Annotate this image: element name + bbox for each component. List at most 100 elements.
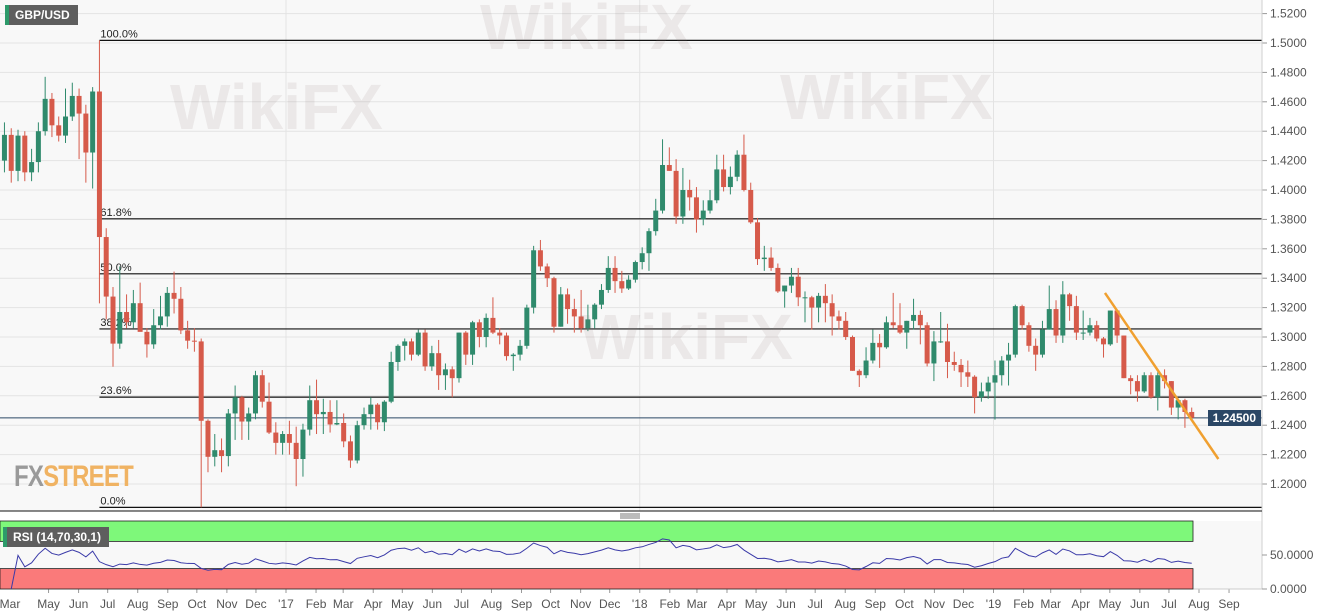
candle — [266, 382, 272, 435]
candle-body — [632, 262, 638, 280]
x-tick-label: May — [1098, 597, 1121, 611]
candle-body — [42, 98, 48, 132]
candle-body — [531, 250, 537, 308]
candle-body — [883, 322, 889, 348]
candle-body — [96, 91, 102, 238]
candle-body — [409, 341, 415, 355]
candle — [965, 360, 971, 387]
candle — [714, 154, 720, 204]
candle — [558, 287, 564, 327]
candle-body — [422, 332, 428, 367]
x-tick-label: Nov — [570, 597, 591, 611]
candle-body — [1, 134, 7, 161]
y-tick-label: 1.2600 — [1270, 389, 1307, 403]
y-tick-label: 1.3600 — [1270, 242, 1307, 256]
candle-body — [985, 382, 991, 392]
candle-body — [1189, 411, 1195, 418]
candle — [76, 88, 82, 160]
x-tick-label: Aug — [1188, 597, 1209, 611]
candle — [924, 322, 930, 367]
rsi-line — [10, 538, 1192, 590]
candle-body — [578, 316, 584, 329]
candle — [544, 263, 550, 288]
candle — [972, 375, 978, 414]
x-tick-label: Nov — [216, 597, 237, 611]
candle — [1039, 320, 1045, 358]
candle — [537, 239, 543, 271]
x-tick-label: Jul — [1161, 597, 1176, 611]
candle — [612, 256, 618, 293]
candle — [503, 332, 509, 361]
candle — [1067, 292, 1073, 321]
rsi-oversold-zone — [0, 568, 1194, 590]
price-pane-bg — [0, 0, 1262, 511]
candle-body — [734, 154, 740, 177]
candle-body — [1012, 306, 1018, 355]
candle-body — [585, 319, 591, 329]
candle — [361, 407, 367, 430]
fib-level-label: 23.6% — [100, 385, 131, 397]
rsi-indicator-label[interactable]: RSI (14,70,30,1) — [3, 527, 110, 547]
candle — [1053, 300, 1059, 343]
candle-body — [972, 376, 978, 398]
x-tick-label: Aug — [127, 597, 148, 611]
candle-body — [1121, 335, 1127, 379]
candle — [110, 287, 116, 367]
candle — [578, 289, 584, 333]
candle — [510, 353, 516, 371]
candle-body — [870, 342, 876, 361]
candle — [96, 40, 102, 304]
candle — [836, 310, 842, 330]
candle-body — [354, 425, 360, 461]
x-tick-label: Oct — [895, 597, 914, 611]
candle — [395, 344, 401, 371]
candle-body — [673, 170, 679, 217]
candle — [42, 76, 48, 136]
candle — [856, 369, 862, 387]
candle-body — [571, 309, 577, 317]
candle-body — [442, 369, 448, 376]
candle-body — [137, 303, 143, 332]
candle-body — [809, 297, 815, 308]
candle-body — [836, 316, 842, 321]
candle-body — [239, 397, 245, 422]
candle — [151, 309, 157, 349]
x-tick-label: Apr — [718, 597, 737, 611]
x-tick-label: Jun — [1130, 597, 1149, 611]
candle-body — [1067, 294, 1073, 307]
candle-body — [171, 292, 177, 299]
rsi-overbought-zone — [0, 520, 1194, 542]
candle — [56, 116, 62, 142]
candle — [978, 382, 984, 402]
candle-body — [721, 169, 727, 188]
y-tick-label: 1.3000 — [1270, 330, 1307, 344]
candle-body — [83, 113, 89, 153]
candle — [653, 198, 659, 236]
candle — [300, 423, 306, 477]
candle — [83, 104, 89, 183]
candle-body — [185, 330, 191, 341]
x-tick-label: May — [745, 597, 768, 611]
candle — [1019, 304, 1025, 330]
candle — [402, 338, 408, 361]
pane-resize-handle[interactable] — [620, 513, 640, 519]
y-tick-label: 1.4600 — [1270, 95, 1307, 109]
candle-body — [1073, 306, 1079, 333]
candle — [626, 275, 632, 290]
candle-body — [76, 95, 82, 114]
candle — [565, 288, 571, 324]
candle-body — [347, 441, 353, 461]
candle — [951, 351, 957, 371]
candle-body — [958, 364, 964, 373]
candle-body — [1155, 375, 1161, 398]
candle-body — [802, 297, 808, 299]
candle-body — [56, 125, 62, 136]
candle — [1094, 320, 1100, 342]
candle — [517, 339, 523, 361]
candle — [8, 128, 14, 183]
candle-body — [429, 353, 435, 367]
candle — [1155, 372, 1161, 411]
x-tick-label: Mar — [0, 597, 20, 611]
candle — [877, 334, 883, 368]
